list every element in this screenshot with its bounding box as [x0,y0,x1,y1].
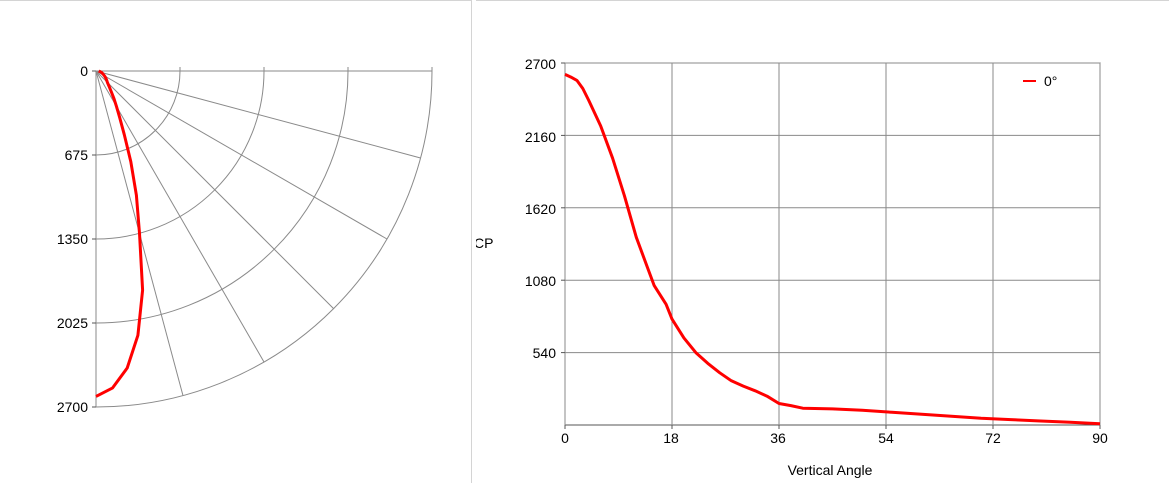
x-tick-label: 36 [770,430,786,446]
polar-ring [95,70,433,408]
polar-tick-labels: 0 675 1350 2025 2700 [57,63,88,415]
x-tick-label: 0 [561,430,569,446]
x-tick-labels: 0 18 36 54 72 90 [561,430,1108,446]
polar-series-line [95,69,145,398]
polar-chart-panel: 0 675 1350 2025 2700 [0,0,472,483]
polar-series [95,69,145,398]
polar-grid [92,67,433,408]
polar-ring [95,70,181,156]
series-line [564,73,1101,426]
line-candela-chart: 540 1080 1620 2160 2700 0 18 36 54 72 90… [476,56,1108,478]
x-axis-label: Vertical Angle [788,462,873,478]
y-tick-label: 540 [533,345,557,361]
legend-entry: 0° [1044,73,1057,89]
x-tick-label: 54 [878,430,894,446]
polar-tick-label: 2025 [57,315,88,331]
polar-tick-label: 1350 [57,231,88,247]
x-tick-label: 18 [663,430,679,446]
y-tick-label: 1620 [525,201,556,217]
polar-tick-label: 0 [80,63,88,79]
legend: 0° [1023,73,1057,89]
line-chart-panel: 540 1080 1620 2160 2700 0 18 36 54 72 90… [476,0,1169,483]
y-tick-label: 2160 [525,129,556,145]
y-axis-label: CP [476,235,493,251]
y-tick-label: 1080 [525,273,556,289]
polar-ring [95,70,349,324]
polar-ring [95,70,265,240]
polar-tick-label: 2700 [57,399,88,415]
y-tick-label: 2700 [525,56,556,72]
polar-tick-label: 675 [65,147,89,163]
x-tick-label: 72 [985,430,1001,446]
x-tick-label: 90 [1092,430,1108,446]
plot-area [564,62,1101,426]
line-series [564,73,1101,426]
line-grid [561,62,1101,429]
y-tick-labels: 540 1080 1620 2160 2700 [525,56,556,361]
polar-candela-chart: 0 675 1350 2025 2700 [57,63,433,415]
